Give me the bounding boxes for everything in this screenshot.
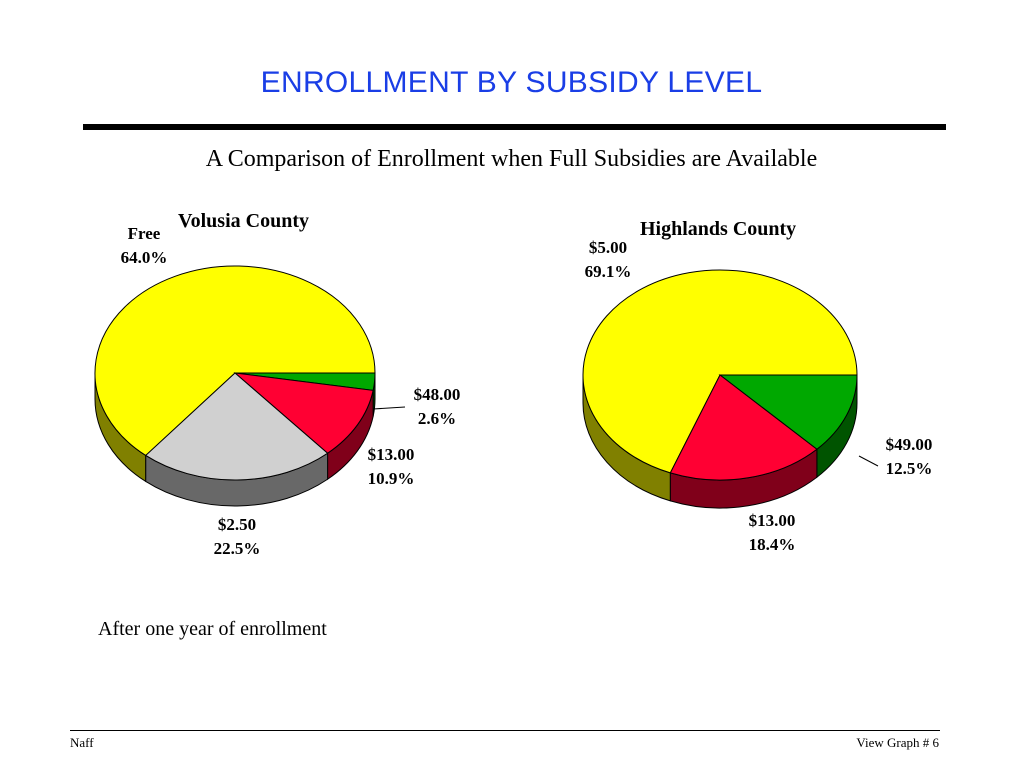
slice-label-2-50: $2.50 22.5% [204,513,270,561]
footer-rule [70,730,940,731]
slice-label-text: $2.50 [217,515,257,534]
slice-label-5: $5.00 69.1% [576,236,640,284]
slice-label-text: $13.00 [367,445,415,464]
page-subtitle: A Comparison of Enrollment when Full Sub… [205,146,818,172]
slice-label-pct: 64.0% [120,248,168,267]
slice-label-pct: 18.4% [748,535,796,554]
pie-slice-1-1 [718,374,858,450]
slice-label-text: $5.00 [588,238,628,257]
title-underline [83,124,946,130]
slice-label-text: $49.00 [885,435,933,454]
pie-highlands [582,269,858,509]
leader-line-48 [372,406,406,410]
slice-label-text: Free [127,224,161,243]
slice-label-pct: 12.5% [885,459,933,478]
pie-slice-1-2 [669,374,818,481]
pie-slice-1-0 [582,269,858,474]
chart-title-volusia: Volusia County [178,210,309,232]
slice-label-pct: 69.1% [584,262,632,281]
pie-slice-0-0 [94,265,376,457]
slice-label-text: $13.00 [748,511,796,530]
slice-label-49: $49.00 12.5% [876,433,942,481]
slice-label-free: Free 64.0% [113,222,175,270]
pie-slice-0-2 [233,372,374,454]
page-title: ENROLLMENT BY SUBSIDY LEVEL [260,66,763,99]
pie-slice-0-3 [144,372,329,481]
pie-volusia [94,265,376,507]
leader-line-49 [858,455,879,467]
slice-label-pct: 22.5% [213,539,261,558]
slice-label-13-volusia: $13.00 10.9% [358,443,424,491]
footnote-text: After one year of enrollment [98,618,327,640]
chart-title-highlands: Highlands County [640,218,797,240]
slice-label-text: $48.00 [413,385,461,404]
slice-label-pct: 2.6% [417,409,457,428]
footer-page-number: View Graph # 6 [856,735,939,750]
footer-author: Naff [70,735,94,750]
slice-label-48: $48.00 2.6% [405,383,469,431]
slice-label-pct: 10.9% [367,469,415,488]
slice-label-13-highlands: $13.00 18.4% [739,509,805,557]
